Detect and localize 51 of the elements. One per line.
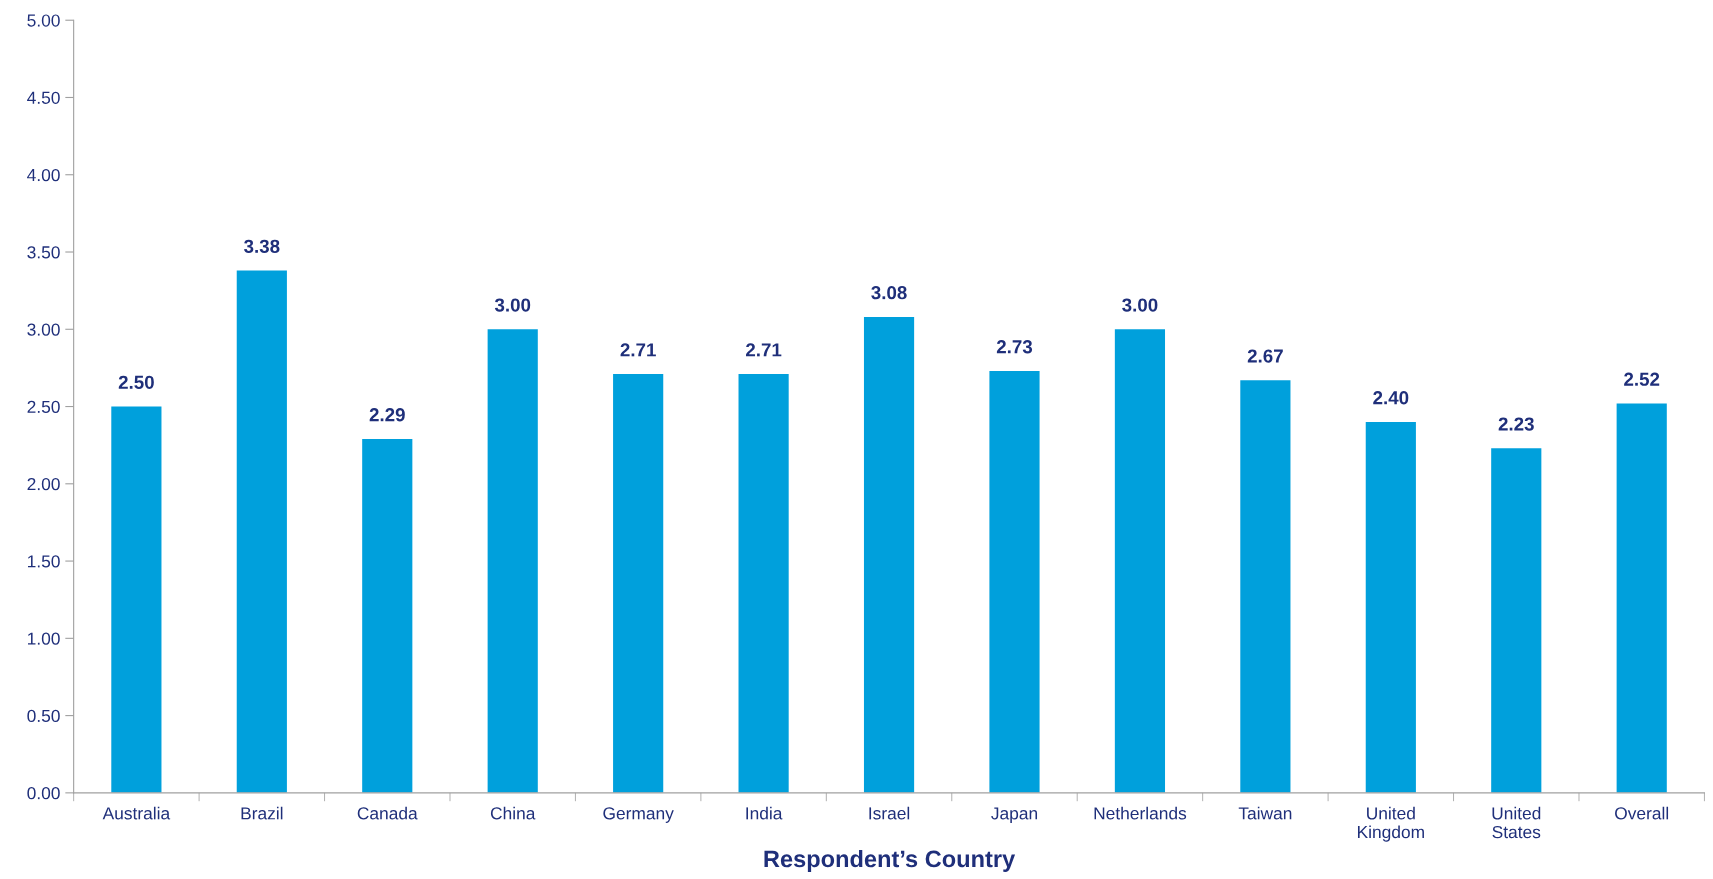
x-tick-label: Netherlands <box>1094 806 1187 820</box>
data-label: 3.38 <box>244 239 280 253</box>
data-label: 2.50 <box>118 375 154 389</box>
bar <box>613 374 664 793</box>
bar <box>989 371 1040 793</box>
x-tick-label: Israel <box>869 806 910 820</box>
data-label: 2.29 <box>369 408 405 422</box>
y-tick-label: 1.50 <box>28 555 60 568</box>
bar <box>1491 448 1542 793</box>
y-tick-label: 3.00 <box>27 323 60 336</box>
bar <box>863 316 915 793</box>
data-label: 2.71 <box>620 343 656 357</box>
y-tick-label: 0.00 <box>27 787 60 800</box>
data-label: 3.00 <box>494 298 531 312</box>
data-label: 2.67 <box>1247 349 1283 363</box>
x-tick-label: Australia <box>102 806 171 820</box>
y-tick-label: 0.50 <box>27 709 60 723</box>
x-tick-label: Canada <box>357 806 418 820</box>
data-label: 2.52 <box>1624 372 1660 386</box>
x-tick-label: United Kingdom <box>1357 806 1424 842</box>
y-tick-label: 5.00 <box>27 14 60 27</box>
bar <box>738 374 789 793</box>
y-tick-label: 2.50 <box>27 400 60 413</box>
y-tick-label: 2.00 <box>27 477 60 491</box>
y-tick-label: 4.00 <box>27 168 60 182</box>
bar <box>362 438 413 793</box>
bar <box>236 270 287 793</box>
bar <box>1616 403 1667 793</box>
x-tick-label: India <box>746 806 783 820</box>
y-tick-label: 3.50 <box>27 246 60 259</box>
bar <box>487 329 538 793</box>
x-tick-label: China <box>490 806 536 820</box>
data-label: 2.73 <box>996 340 1033 354</box>
bar <box>1114 329 1166 793</box>
bar <box>111 406 162 793</box>
bar <box>1240 380 1291 793</box>
data-label: 2.23 <box>1498 417 1534 431</box>
x-tick-label: Japan <box>991 807 1038 823</box>
y-tick-label: 1.00 <box>28 632 60 645</box>
x-tick-label: Germany <box>603 807 674 823</box>
data-label: 3.00 <box>1122 298 1158 312</box>
x-tick-label: Brazil <box>241 806 283 820</box>
data-label: 2.40 <box>1373 391 1409 405</box>
data-label: 3.08 <box>871 286 907 300</box>
x-tick-label: United States <box>1492 806 1541 839</box>
bar <box>1365 421 1416 793</box>
x-axis-title: Respondent’s Country <box>764 849 1016 872</box>
x-tick-label: Taiwan <box>1238 806 1292 820</box>
x-tick-label: Overall <box>1615 806 1669 820</box>
y-tick-label: 4.50 <box>27 91 60 104</box>
data-label: 2.71 <box>746 343 782 357</box>
